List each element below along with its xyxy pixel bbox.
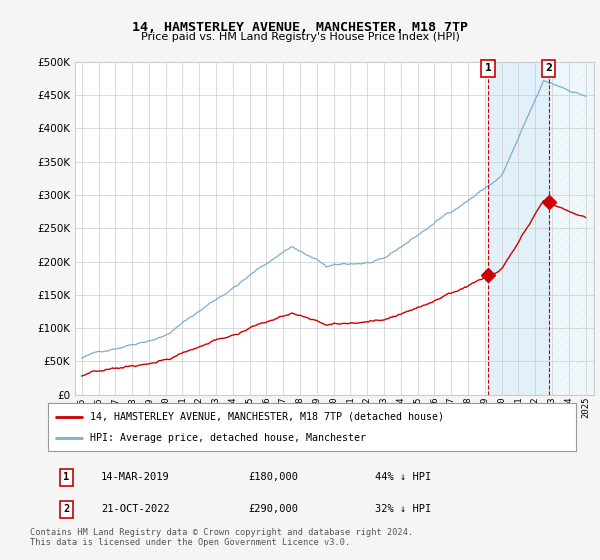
Bar xyxy=(548,62,594,395)
Text: 32% ↓ HPI: 32% ↓ HPI xyxy=(376,505,431,515)
Bar xyxy=(488,62,548,395)
Text: £180,000: £180,000 xyxy=(248,472,299,482)
Text: 2: 2 xyxy=(64,505,70,515)
Text: 44% ↓ HPI: 44% ↓ HPI xyxy=(376,472,431,482)
Text: 14, HAMSTERLEY AVENUE, MANCHESTER, M18 7TP (detached house): 14, HAMSTERLEY AVENUE, MANCHESTER, M18 7… xyxy=(90,412,444,422)
Text: Price paid vs. HM Land Registry's House Price Index (HPI): Price paid vs. HM Land Registry's House … xyxy=(140,32,460,43)
Text: £290,000: £290,000 xyxy=(248,505,299,515)
Text: 14-MAR-2019: 14-MAR-2019 xyxy=(101,472,170,482)
Text: 14, HAMSTERLEY AVENUE, MANCHESTER, M18 7TP: 14, HAMSTERLEY AVENUE, MANCHESTER, M18 7… xyxy=(132,21,468,34)
Text: 1: 1 xyxy=(485,63,491,73)
Text: 2: 2 xyxy=(545,63,552,73)
Text: 21-OCT-2022: 21-OCT-2022 xyxy=(101,505,170,515)
Text: HPI: Average price, detached house, Manchester: HPI: Average price, detached house, Manc… xyxy=(90,433,366,444)
Text: 1: 1 xyxy=(64,472,70,482)
Text: Contains HM Land Registry data © Crown copyright and database right 2024.
This d: Contains HM Land Registry data © Crown c… xyxy=(30,528,413,547)
